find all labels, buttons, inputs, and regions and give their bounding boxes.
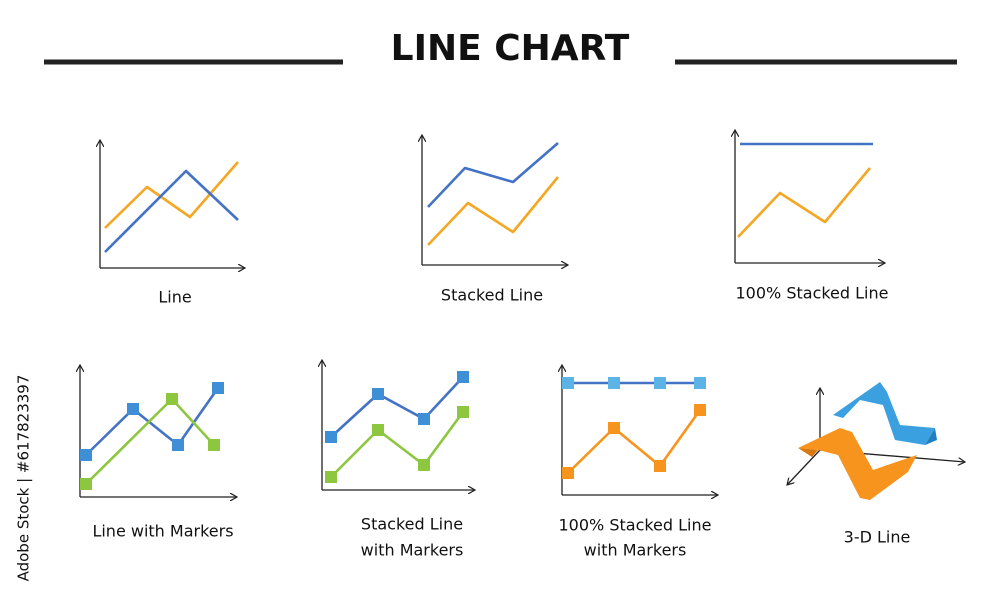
item-label: 100% Stacked Line: [736, 284, 889, 303]
stacked-line-icon: [422, 135, 568, 265]
line-markers-icon: [80, 365, 237, 497]
watermark: Adobe Stock | #617823397: [15, 375, 33, 582]
line-icon: [100, 140, 245, 268]
title: LINE CHART: [391, 28, 630, 69]
item-label: Line: [158, 288, 191, 307]
stacked-line-markers-icon: [322, 360, 475, 490]
item-label: Line with Markers: [92, 522, 233, 541]
percent-stacked-line-markers-icon: [562, 365, 718, 495]
item-label: 3-D Line: [844, 528, 911, 547]
item-label: with Markers: [361, 541, 464, 560]
item-label: 100% Stacked Line: [559, 516, 712, 535]
item-label: Stacked Line: [361, 515, 463, 534]
percent-stacked-line-icon: [735, 130, 885, 263]
3d-line-icon: [787, 382, 965, 500]
item-label: Stacked Line: [441, 286, 543, 305]
item-label: with Markers: [584, 541, 687, 560]
